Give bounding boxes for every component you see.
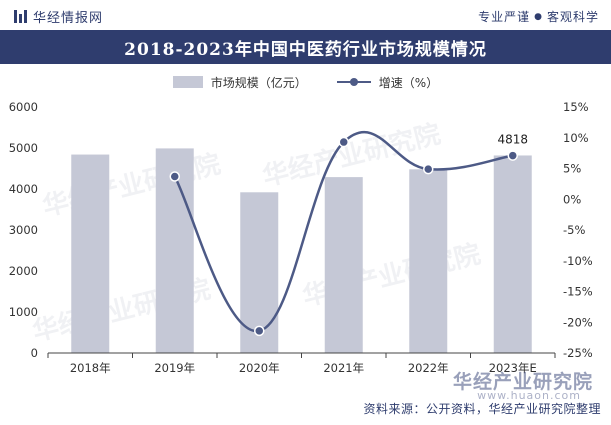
y-left-tick-label: 3000 bbox=[9, 223, 38, 237]
legend-line-label: 增速（%） bbox=[378, 75, 439, 90]
bar bbox=[409, 169, 448, 353]
y-left-tick-label: 2000 bbox=[9, 264, 38, 278]
motto-right: 客观科学 bbox=[546, 10, 599, 24]
legend-line-swatch-icon bbox=[336, 76, 371, 88]
motto-left: 专业严谨 bbox=[478, 10, 531, 24]
bar bbox=[71, 154, 110, 353]
y-right-tick-label: -20% bbox=[563, 315, 593, 329]
x-tick-label: 2019年 bbox=[154, 361, 195, 375]
legend-bar-label: 市场规模（亿元） bbox=[210, 75, 307, 90]
brand-logo-icon bbox=[14, 10, 27, 23]
legend: 市场规模（亿元） 增速（%） bbox=[0, 72, 611, 92]
x-tick-label: 2022年 bbox=[408, 361, 449, 375]
y-right-tick-label: 5% bbox=[563, 162, 581, 176]
y-left-tick-label: 1000 bbox=[9, 305, 38, 319]
brand: 华经情报网 bbox=[14, 7, 103, 26]
title-band: 2018-2023年中国中医药行业市场规模情况 bbox=[0, 30, 611, 64]
x-tick-label: 2020年 bbox=[239, 361, 280, 375]
motto-separator-icon: ● bbox=[534, 11, 543, 22]
legend-bar-swatch-icon bbox=[172, 76, 203, 88]
legend-item-line: 增速（%） bbox=[336, 74, 439, 91]
bar bbox=[155, 148, 194, 353]
growth-line bbox=[173, 131, 513, 333]
bar bbox=[324, 177, 363, 353]
source-note: 资料来源：公开资料，华经产业研究院整理 bbox=[363, 402, 601, 416]
chart-title: 2018-2023年中国中医药行业市场规模情况 bbox=[124, 39, 487, 60]
y-left-tick-label: 5000 bbox=[9, 141, 38, 155]
growth-point bbox=[423, 163, 434, 175]
y-right-tick-label: -10% bbox=[563, 254, 593, 268]
top-bar: 华经情报网 专业严谨 ● 客观科学 bbox=[0, 0, 611, 30]
y-right-tick-label: -5% bbox=[563, 223, 585, 237]
y-right-tick-label: 0% bbox=[563, 192, 581, 206]
x-tick-label: 2021年 bbox=[323, 361, 364, 375]
x-tick-label: 2023年E bbox=[489, 361, 537, 375]
footer-watermark-brand: 华经产业研究院 bbox=[452, 371, 593, 393]
bar bbox=[493, 155, 532, 353]
legend-item-bar: 市场规模（亿元） bbox=[172, 74, 307, 91]
growth-point bbox=[169, 171, 180, 182]
y-left-tick-label: 4000 bbox=[9, 182, 38, 196]
y-right-tick-label: -15% bbox=[563, 285, 593, 299]
y-right-tick-label: -25% bbox=[563, 346, 593, 360]
motto: 专业严谨 ● 客观科学 bbox=[478, 8, 599, 25]
data-label: 4818 bbox=[497, 132, 528, 146]
x-tick-label: 2018年 bbox=[70, 361, 111, 375]
brand-name: 华经情报网 bbox=[33, 11, 104, 26]
growth-point bbox=[338, 136, 349, 148]
y-right-tick-label: 10% bbox=[563, 131, 589, 145]
y-left-tick-label: 6000 bbox=[9, 100, 38, 114]
growth-point bbox=[507, 150, 518, 161]
growth-point bbox=[254, 325, 265, 337]
footer-watermark-url: www.huaon.com bbox=[477, 389, 581, 402]
y-right-tick-label: 15% bbox=[563, 100, 589, 114]
y-left-tick-label: 0 bbox=[31, 346, 38, 360]
